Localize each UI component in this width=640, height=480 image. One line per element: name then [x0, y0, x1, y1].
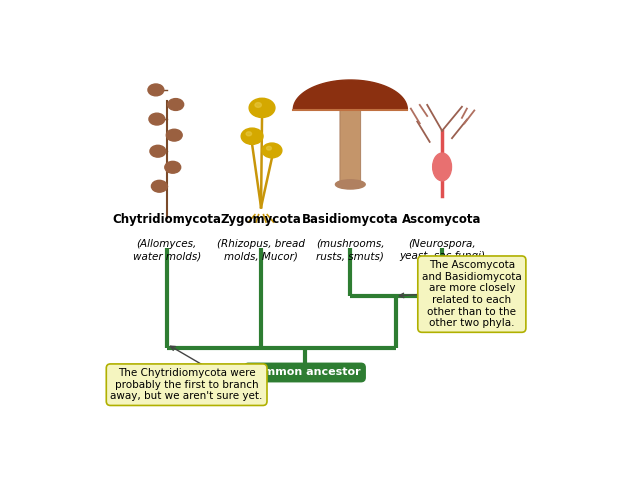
Ellipse shape — [433, 153, 451, 181]
Text: (Rhizopus, bread
molds, Mucor): (Rhizopus, bread molds, Mucor) — [217, 239, 305, 261]
Text: (Allomyces,
water molds): (Allomyces, water molds) — [132, 239, 201, 261]
Text: Common ancestor: Common ancestor — [248, 368, 361, 377]
Text: Chytridiomycota: Chytridiomycota — [112, 213, 221, 226]
Circle shape — [246, 132, 252, 136]
Circle shape — [241, 128, 263, 144]
Text: Basidiomycota: Basidiomycota — [302, 213, 399, 226]
Circle shape — [165, 161, 180, 173]
Circle shape — [149, 113, 165, 125]
Circle shape — [255, 103, 261, 108]
Text: The Ascomycota
and Basidiomycota
are more closely
related to each
other than to : The Ascomycota and Basidiomycota are mor… — [422, 260, 522, 328]
Text: Zygomycota: Zygomycota — [221, 213, 301, 226]
Circle shape — [262, 143, 282, 158]
Polygon shape — [293, 80, 408, 109]
Circle shape — [249, 98, 275, 118]
FancyBboxPatch shape — [340, 108, 361, 187]
Circle shape — [152, 180, 167, 192]
Text: (Neurospora,
yeast, sac fungi): (Neurospora, yeast, sac fungi) — [399, 239, 485, 261]
Circle shape — [166, 129, 182, 141]
Ellipse shape — [335, 180, 365, 189]
Circle shape — [168, 98, 184, 110]
Circle shape — [150, 145, 166, 157]
Text: The Chytridiomycota were
probably the first to branch
away, but we aren't sure y: The Chytridiomycota were probably the fi… — [111, 368, 263, 401]
Circle shape — [148, 84, 164, 96]
Text: (mushrooms,
rusts, smuts): (mushrooms, rusts, smuts) — [316, 239, 385, 261]
Circle shape — [266, 146, 271, 150]
Text: Ascomycota: Ascomycota — [403, 213, 482, 226]
